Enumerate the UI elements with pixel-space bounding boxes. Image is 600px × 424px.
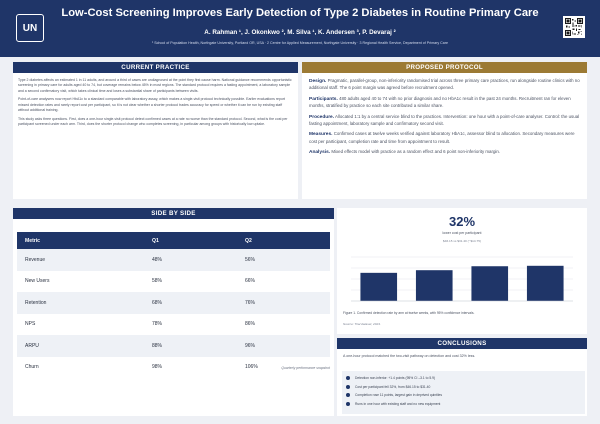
q2-cell: 86% — [237, 313, 330, 335]
figure-source: Source: Trial dataset, 2024. — [343, 322, 381, 326]
author-list: A. Rahman ¹, J. Okonkwo ², M. Silva ¹, K… — [204, 29, 396, 36]
chart-bar — [526, 265, 564, 301]
chart-bar — [471, 266, 509, 301]
key-stat-value: 32% — [448, 214, 476, 229]
metric-cell: NPS — [17, 313, 144, 335]
q1-cell: 58% — [144, 270, 237, 292]
list-item-text: Detection non-inferior: +1.4 points (95%… — [355, 376, 435, 381]
q2-cell: 106% — [237, 356, 330, 378]
key-stat-detail: $46.15 vs $31.40 (−$14.75) — [443, 239, 481, 243]
proposed-protocol-panel: PROPOSED PROTOCOL Design. Pragmatic, par… — [302, 62, 587, 199]
protocol-item-text: Allocated 1:1 by a central service blind… — [309, 113, 580, 126]
protocol-item: Procedure. Allocated 1:1 by a central se… — [309, 114, 580, 128]
protocol-item-text: Confirmed cases at twelve weeks verified… — [309, 131, 575, 144]
conclusions-summary: A one-hour protocol matched the two-visi… — [343, 354, 476, 358]
bullet-icon — [346, 376, 350, 381]
q2-cell: 96% — [237, 335, 330, 357]
protocol-item-label: Design. — [309, 79, 327, 84]
protocol-item: Participants. 480 adults aged 40 to 74 w… — [309, 96, 580, 110]
metric-cell: Churn — [17, 356, 144, 378]
protocol-item-text: Mixed effects model with practice as a r… — [331, 149, 501, 155]
poster-title: Low-Cost Screening Improves Early Detect… — [61, 7, 539, 19]
q2-cell: 66% — [237, 270, 330, 292]
list-item-text: Completion rose 11 points, largest gain … — [355, 393, 442, 398]
protocol-item: Analysis. Mixed effects model with pract… — [309, 149, 580, 156]
q1-cell: 68% — [144, 292, 237, 314]
list-item-text: Runs in one hour with existing staff and… — [355, 402, 441, 407]
affiliations: ¹ School of Population Health, Northgate… — [152, 41, 448, 45]
protocol-item-label: Analysis. — [309, 150, 331, 156]
protocol-item-label: Procedure. — [309, 114, 335, 120]
q2-cell: 76% — [237, 292, 330, 314]
bullet-icon — [346, 384, 350, 389]
table-row: NPS 78% 86% — [17, 313, 330, 335]
table-row: New Users 58% 66% — [17, 270, 330, 292]
paragraph: Type 2 diabetes affects an estimated 1 i… — [18, 78, 292, 93]
figure-caption: Figure 1. Confirmed detection rate by ar… — [343, 311, 475, 315]
current-practice-body: Type 2 diabetes affects an estimated 1 i… — [13, 73, 298, 127]
q1-cell: 48% — [144, 249, 237, 271]
paragraph: Point-of-care analysers now report HbA1c… — [18, 97, 286, 112]
metric-cell: New Users — [17, 270, 144, 292]
protocol-item-text: 480 adults aged 40 to 74 with no prior d… — [309, 95, 571, 108]
current-practice-heading: CURRENT PRACTICE — [13, 62, 298, 73]
table-header-row: Metric Q1 Q2 — [17, 232, 330, 249]
table-row: Retention 68% 76% — [17, 292, 330, 314]
bullet-icon — [346, 393, 350, 398]
protocol-item: Design. Pragmatic, parallel-group, non-i… — [309, 78, 580, 92]
bullet-icon — [346, 402, 350, 407]
table-row: ARPU 88% 96% — [17, 335, 330, 357]
metric-cell: ARPU — [17, 335, 144, 357]
table-row: Revenue 48% 56% — [17, 249, 330, 271]
table-row: Churn 98% 106% — [17, 356, 330, 378]
proposed-protocol-body[interactable]: Design. Pragmatic, parallel-group, non-i… — [302, 73, 587, 194]
conclusions-heading: CONCLUSIONS — [337, 338, 587, 349]
proposed-protocol-heading: PROPOSED PROTOCOL — [302, 62, 587, 73]
conclusions-list: Detection non-inferior: +1.4 points (95%… — [342, 371, 585, 414]
list-item: Cost per participant fell 32%, from $46.… — [346, 383, 581, 392]
q1-cell: 78% — [144, 313, 237, 335]
protocol-item-label: Measures. — [309, 132, 333, 138]
qr-code-icon — [565, 18, 583, 36]
poster-header: UN Low-Cost Screening Improves Early Det… — [0, 0, 600, 57]
protocol-item-text: Pragmatic, parallel-group, non-inferiori… — [309, 78, 580, 91]
metrics-table: Metric Q1 Q2 Revenue 48% 56% New Users 58% 6… — [17, 232, 330, 378]
list-item: Runs in one hour with existing staff and… — [346, 400, 581, 409]
list-item: Completion rose 11 points, largest gain … — [346, 391, 581, 400]
chart-bar — [415, 270, 453, 301]
side-by-side-heading: SIDE BY SIDE — [13, 208, 334, 219]
key-stat-label: lower cost per participant — [442, 231, 482, 235]
list-item: Detection non-inferior: +1.4 points (95%… — [346, 374, 581, 383]
protocol-item: Measures. Confirmed cases at twelve week… — [309, 131, 580, 145]
chart-bar — [360, 272, 398, 301]
q1-cell: 98% — [144, 356, 237, 378]
metric-cell: Retention — [17, 292, 144, 314]
paragraph: This study asks three questions. First, … — [18, 116, 288, 126]
current-practice-panel: CURRENT PRACTICE Type 2 diabetes affects… — [13, 62, 298, 199]
university-logo: UN — [16, 14, 44, 42]
column-header-metric: Metric — [17, 232, 144, 249]
q2-cell: 56% — [237, 249, 330, 271]
protocol-item-label: Participants. — [309, 96, 338, 102]
q1-cell: 88% — [144, 335, 237, 357]
list-item-text: Cost per participant fell 32%, from $46.… — [355, 384, 431, 389]
column-header-q2: Q2 — [237, 232, 330, 249]
detection-rate-chart — [351, 256, 573, 302]
qr-code[interactable] — [563, 16, 585, 38]
column-header-q1: Q1 — [144, 232, 237, 249]
metric-cell: Revenue — [17, 249, 144, 271]
table-caption: Quarterly performance snapshot — [281, 366, 330, 370]
